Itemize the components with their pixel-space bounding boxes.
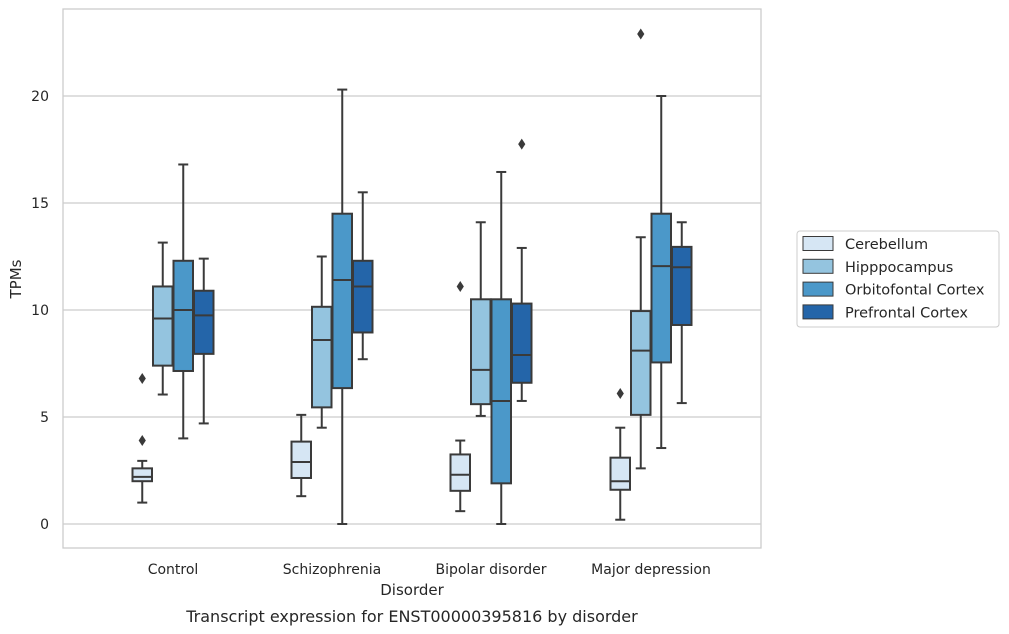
box-body	[630, 310, 652, 416]
box-body	[172, 259, 194, 372]
legend-items: Cerebellum Hipppocampus Orbitofontal Corte…	[802, 236, 985, 321]
y-tick-label: 10	[31, 303, 49, 319]
box-orbitofontal-cortex	[490, 170, 512, 525]
legend-label: Prefrontal Cortex	[845, 305, 968, 321]
y-tick-label: 15	[31, 196, 49, 212]
y-axis-label: TPMs	[7, 259, 25, 299]
y-tick-label: 20	[31, 89, 49, 105]
outlier-marker	[456, 280, 464, 292]
legend-swatch	[802, 281, 834, 297]
legend-item: Orbitofontal Cortex	[802, 281, 985, 299]
legend-label: Orbitofontal Cortex	[845, 283, 985, 299]
x-tick-label: Bipolar disorder	[435, 562, 546, 578]
box-body	[650, 212, 672, 364]
box-hipppocampus	[311, 255, 333, 429]
box-cerebellum	[609, 387, 631, 521]
x-tick-labels: Control Schizophrenia Bipolar disorder Majo…	[148, 562, 711, 578]
box-cerebellum	[131, 372, 153, 504]
legend-swatch	[802, 304, 834, 320]
chart-caption: Transcript expression for ENST0000039581…	[185, 607, 638, 626]
box-body	[511, 302, 533, 384]
box-body	[352, 259, 374, 334]
box-orbitofontal-cortex	[172, 163, 194, 440]
legend-item: Prefrontal Cortex	[802, 304, 968, 321]
box-body	[193, 289, 215, 355]
outlier-marker	[637, 28, 645, 40]
box-body	[131, 467, 153, 483]
box-cerebellum	[449, 280, 471, 513]
box-orbitofontal-cortex	[650, 95, 672, 450]
box-body	[470, 298, 492, 406]
box-body	[331, 212, 353, 390]
box-prefrontal-cortex	[671, 221, 693, 405]
box-prefrontal-cortex	[511, 138, 533, 402]
box-body	[609, 456, 631, 491]
outlier-marker	[138, 435, 146, 447]
box-body	[671, 245, 693, 326]
legend-item: Cerebellum	[802, 236, 928, 253]
plot-area-frame	[62, 8, 762, 549]
legend-frame	[796, 230, 1000, 328]
outlier-marker	[616, 387, 624, 399]
x-tick-label: Control	[148, 562, 199, 578]
box-body	[311, 305, 333, 409]
outlier-marker	[518, 138, 526, 150]
box-cerebellum	[290, 413, 312, 498]
legend-item: Hipppocampus	[802, 258, 953, 276]
box-prefrontal-cortex	[193, 257, 215, 425]
box-body	[290, 440, 312, 479]
x-tick-label: Schizophrenia	[283, 562, 381, 578]
legend: Cerebellum Hipppocampus Orbitofontal Corte…	[796, 230, 1000, 328]
legend-swatch	[802, 236, 834, 251]
y-tick-label: 0	[40, 517, 49, 533]
x-tick-label: Major depression	[591, 562, 711, 578]
x-axis-label: Disorder	[380, 581, 444, 599]
outlier-marker	[138, 372, 146, 384]
box-hipppocampus	[152, 241, 174, 396]
box-body	[152, 285, 174, 367]
legend-swatch	[802, 258, 834, 274]
box-prefrontal-cortex	[352, 191, 374, 361]
y-tick-label: 5	[40, 410, 49, 426]
y-tick-labels: 0 5 10 15 20	[31, 89, 49, 533]
box-hipppocampus	[630, 28, 652, 470]
box-hipppocampus	[470, 221, 492, 417]
box-body	[449, 453, 471, 492]
box-orbitofontal-cortex	[331, 88, 353, 525]
legend-label: Hipppocampus	[845, 260, 953, 276]
box-body	[490, 298, 512, 485]
legend-label: Cerebellum	[845, 237, 928, 253]
box-plot-marks	[131, 28, 693, 525]
